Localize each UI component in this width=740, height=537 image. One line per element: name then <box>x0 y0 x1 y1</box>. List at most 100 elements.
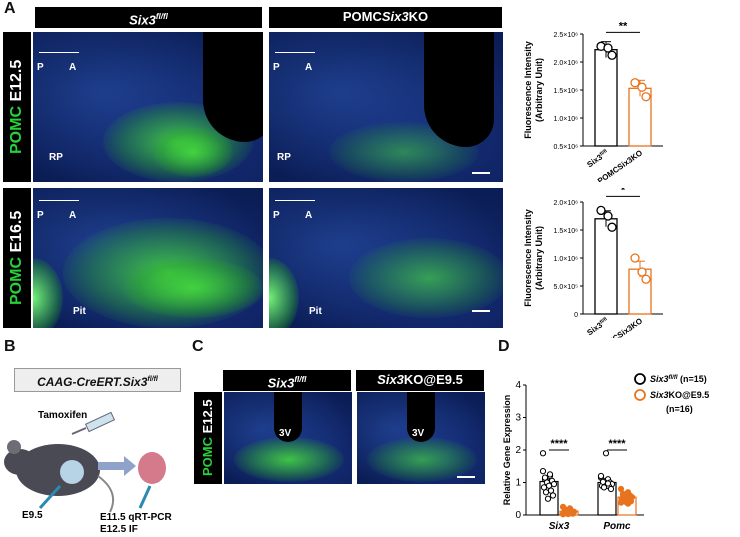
y-tick-label: 1 <box>515 478 521 489</box>
mouse-line-label: CAAG-CreERT.Six3 <box>37 375 148 389</box>
tamoxifen-schematic: Tamoxifen E9.5 E11.5 qRT-PCR E12.5 IF <box>4 410 172 535</box>
chart-fluorescence-e125: 0.5×10⁶ 1.0×10⁶ 1.5×10⁶ 2.0×10⁶ 2.5×10⁶ Fluor… <box>523 20 663 182</box>
genotype-suffix: KO@E9.5 <box>403 372 463 387</box>
bar <box>594 49 618 147</box>
pomc-label: POMC <box>200 437 215 477</box>
category-label: Six3fl/fl <box>585 316 610 337</box>
pomc-label: POMC <box>8 257 25 306</box>
data-point <box>607 485 615 493</box>
scale-bar <box>472 310 490 312</box>
significance-label: **** <box>550 438 568 450</box>
data-point <box>568 509 576 517</box>
panel-label-b: B <box>4 338 16 355</box>
data-point <box>559 511 567 518</box>
y-tick-label: 2.0×10⁶ <box>554 60 579 67</box>
data-point <box>619 491 627 498</box>
genotype-suffix: KO <box>408 9 429 24</box>
stage-label: E16.5 <box>8 210 25 258</box>
y-tick-label: 3 <box>515 413 521 424</box>
genotype-label: Six3 <box>129 12 156 28</box>
posterior-label: P <box>273 210 280 221</box>
anterior-label: A <box>69 62 77 73</box>
third-ventricle-label: 3V <box>412 428 425 439</box>
data-point <box>607 222 617 232</box>
anterior-label: A <box>305 210 313 221</box>
micrograph-ko-c: 3V <box>357 392 485 484</box>
data-point <box>617 499 625 506</box>
significance-label: * <box>621 188 626 196</box>
posterior-label: P <box>37 62 44 73</box>
data-point <box>542 489 550 496</box>
y-axis-label: Relative Gene Expression <box>502 395 512 506</box>
data-point <box>604 480 612 487</box>
data-point <box>630 253 640 263</box>
chart-fluorescence-e165: 0 5.0×10⁵ 1.0×10⁶ 1.5×10⁶ 2.0×10⁶ Fluorescenc… <box>523 188 663 338</box>
y-tick-label: 1.5×10⁶ <box>554 228 579 235</box>
panel-label-d: D <box>498 338 510 355</box>
data-point <box>539 468 547 475</box>
data-point <box>546 471 554 478</box>
legend-marker <box>634 389 646 401</box>
row-label-e125: POMC E12.5 <box>194 392 222 484</box>
y-tick-label: 0 <box>515 510 521 521</box>
legend-label: Six3fl/fl (n=15) <box>650 374 707 384</box>
arrow-icon <box>38 484 62 510</box>
embryo-icon <box>138 452 166 484</box>
data-point <box>539 450 547 457</box>
significance-label: **** <box>608 438 626 450</box>
legend-label: Six3KO@E9.5 <box>650 390 709 400</box>
column-header-control: Six3fl/fl <box>35 7 262 28</box>
y-axis-label: Fluorescence Intensity(Arbitrary Unit) <box>523 41 544 139</box>
pregnant-mouse-icon <box>4 440 114 513</box>
y-tick-label: 2.0×10⁶ <box>554 200 579 207</box>
third-ventricle-label: 3V <box>279 428 292 439</box>
genotype-prefix: POMC <box>342 9 382 24</box>
row-label-e165: POMC E16.5 <box>3 188 31 328</box>
anterior-label: A <box>305 62 313 73</box>
anterior-label: A <box>69 210 77 221</box>
genotype-italic: Six3 <box>381 9 409 24</box>
category-label: Pomc <box>603 521 631 532</box>
data-point <box>561 506 569 513</box>
genotype-superscript: fl/fl <box>294 375 307 384</box>
scale-bar <box>457 476 475 478</box>
row-label-e125: POMC E12.5 <box>3 32 31 182</box>
y-tick-label: 4 <box>515 380 521 391</box>
data-point <box>637 267 647 277</box>
rp-label: RP <box>49 152 63 163</box>
data-point <box>550 481 558 488</box>
panel-label-c: C <box>192 338 204 355</box>
e95-label: E9.5 <box>22 510 43 521</box>
data-point <box>544 495 552 502</box>
data-point <box>641 92 651 102</box>
micrograph-ko-e125: P A RP <box>269 32 503 182</box>
pomc-label: POMC <box>8 106 25 155</box>
syringe-icon <box>71 411 116 435</box>
pit-label: Pit <box>73 306 86 317</box>
micrograph-control-e125: P A RP <box>33 32 263 182</box>
e115-label: E11.5 qRT-PCR <box>100 512 172 523</box>
y-tick-label: 1.0×10⁶ <box>554 116 579 123</box>
tamoxifen-label: Tamoxifen <box>38 410 87 421</box>
micrograph-control-e165: P A Pit <box>33 188 263 328</box>
y-tick-label: 0.5×10⁶ <box>554 144 579 151</box>
data-point <box>596 205 606 216</box>
y-tick-label: 5.0×10⁵ <box>553 284 578 291</box>
micrograph-ko-e165: P A Pit <box>269 188 503 328</box>
legend-n-label: (n=16) <box>666 404 693 414</box>
genotype-italic: Six3 <box>377 372 404 387</box>
pit-label: Pit <box>309 306 322 317</box>
y-tick-label: 1.5×10⁶ <box>554 88 579 95</box>
micrograph-control-c: 3V <box>224 392 352 484</box>
y-tick-label: 2.5×10⁶ <box>554 32 579 39</box>
bar <box>594 218 618 315</box>
mouse-line-superscript: fl/fl <box>147 376 158 383</box>
data-point <box>599 478 607 485</box>
genotype-label: Six3 <box>267 375 295 391</box>
scale-bar <box>472 172 490 174</box>
arrow-icon <box>98 456 136 476</box>
data-point <box>607 50 617 60</box>
rp-label: RP <box>277 152 291 163</box>
significance-label: ** <box>619 20 628 32</box>
